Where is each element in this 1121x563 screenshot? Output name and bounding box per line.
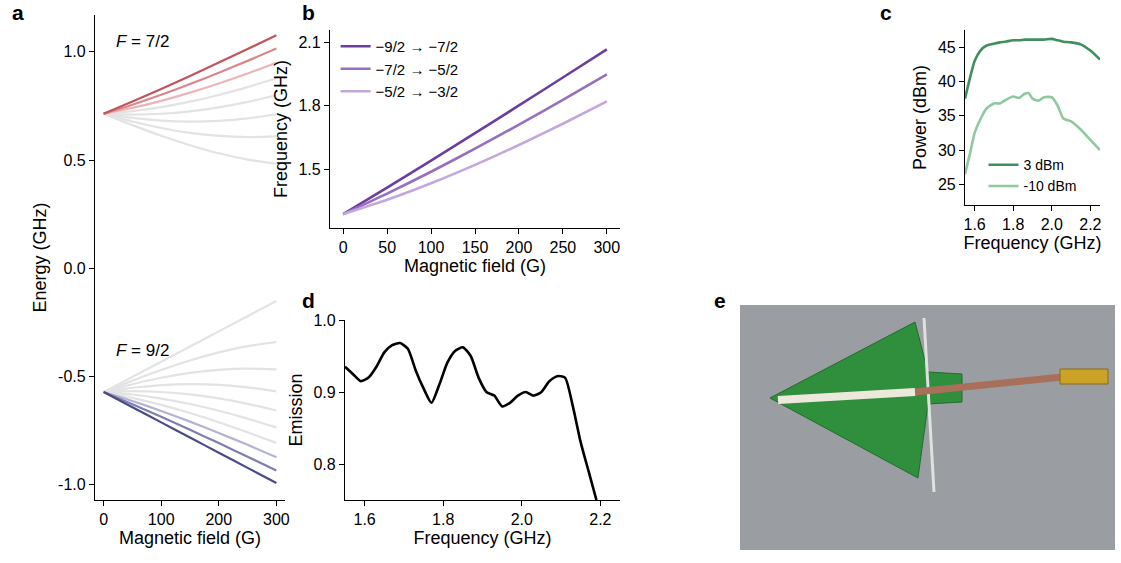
svg-text:1.8: 1.8 bbox=[1002, 216, 1024, 233]
svg-text:1.8: 1.8 bbox=[298, 97, 320, 114]
svg-text:2.2: 2.2 bbox=[589, 511, 611, 528]
svg-text:c: c bbox=[880, 1, 892, 24]
svg-text:0.9: 0.9 bbox=[313, 384, 335, 401]
svg-text:25: 25 bbox=[938, 176, 956, 193]
svg-text:2.2: 2.2 bbox=[1079, 216, 1101, 233]
svg-text:300: 300 bbox=[593, 239, 620, 256]
svg-text:40: 40 bbox=[938, 73, 956, 90]
svg-text:50: 50 bbox=[378, 239, 396, 256]
svg-text:Frequency (GHz): Frequency (GHz) bbox=[413, 528, 551, 548]
svg-text:F = 9/2: F = 9/2 bbox=[116, 341, 169, 360]
svg-text:-10 dBm: -10 dBm bbox=[1024, 178, 1077, 194]
svg-text:−7/2 → −5/2: −7/2 → −5/2 bbox=[376, 61, 459, 78]
svg-text:0: 0 bbox=[339, 239, 348, 256]
svg-text:-0.5: -0.5 bbox=[58, 368, 86, 385]
svg-text:Frequency (GHz): Frequency (GHz) bbox=[963, 233, 1101, 253]
svg-text:Magnetic field (G): Magnetic field (G) bbox=[404, 256, 546, 276]
svg-text:F = 7/2: F = 7/2 bbox=[116, 32, 169, 51]
svg-text:300: 300 bbox=[263, 511, 290, 528]
svg-text:1.6: 1.6 bbox=[964, 216, 986, 233]
svg-text:0: 0 bbox=[99, 511, 108, 528]
svg-text:2.0: 2.0 bbox=[1041, 216, 1063, 233]
svg-text:0.5: 0.5 bbox=[63, 152, 85, 169]
svg-text:−9/2 → −7/2: −9/2 → −7/2 bbox=[376, 38, 459, 55]
svg-text:0.8: 0.8 bbox=[313, 456, 335, 473]
svg-text:3 dBm: 3 dBm bbox=[1024, 157, 1064, 173]
svg-text:150: 150 bbox=[462, 239, 489, 256]
svg-text:1.0: 1.0 bbox=[313, 312, 335, 329]
svg-text:1.6: 1.6 bbox=[354, 511, 376, 528]
svg-text:35: 35 bbox=[938, 107, 956, 124]
svg-text:200: 200 bbox=[205, 511, 232, 528]
svg-text:a: a bbox=[12, 1, 24, 24]
svg-text:Emission: Emission bbox=[286, 373, 306, 446]
svg-text:200: 200 bbox=[506, 239, 533, 256]
svg-text:Magnetic field (G): Magnetic field (G) bbox=[119, 528, 261, 548]
svg-text:Power (dBm): Power (dBm) bbox=[910, 65, 930, 170]
svg-text:1.0: 1.0 bbox=[63, 43, 85, 60]
svg-text:100: 100 bbox=[148, 511, 175, 528]
svg-text:-1.0: -1.0 bbox=[58, 476, 86, 493]
svg-text:0.0: 0.0 bbox=[63, 260, 85, 277]
svg-text:30: 30 bbox=[938, 142, 956, 159]
svg-text:2.1: 2.1 bbox=[298, 34, 320, 51]
svg-text:Frequency (GHz): Frequency (GHz) bbox=[271, 60, 291, 198]
svg-text:1.8: 1.8 bbox=[432, 511, 454, 528]
svg-text:−5/2 → −3/2: −5/2 → −3/2 bbox=[376, 83, 459, 100]
svg-text:250: 250 bbox=[550, 239, 577, 256]
svg-text:45: 45 bbox=[938, 39, 956, 56]
svg-text:Energy (GHz): Energy (GHz) bbox=[30, 202, 50, 312]
svg-text:e: e bbox=[714, 289, 726, 312]
svg-text:100: 100 bbox=[418, 239, 445, 256]
svg-text:2.0: 2.0 bbox=[511, 511, 533, 528]
svg-text:b: b bbox=[302, 1, 315, 24]
svg-text:d: d bbox=[302, 289, 315, 312]
svg-text:1.5: 1.5 bbox=[298, 161, 320, 178]
